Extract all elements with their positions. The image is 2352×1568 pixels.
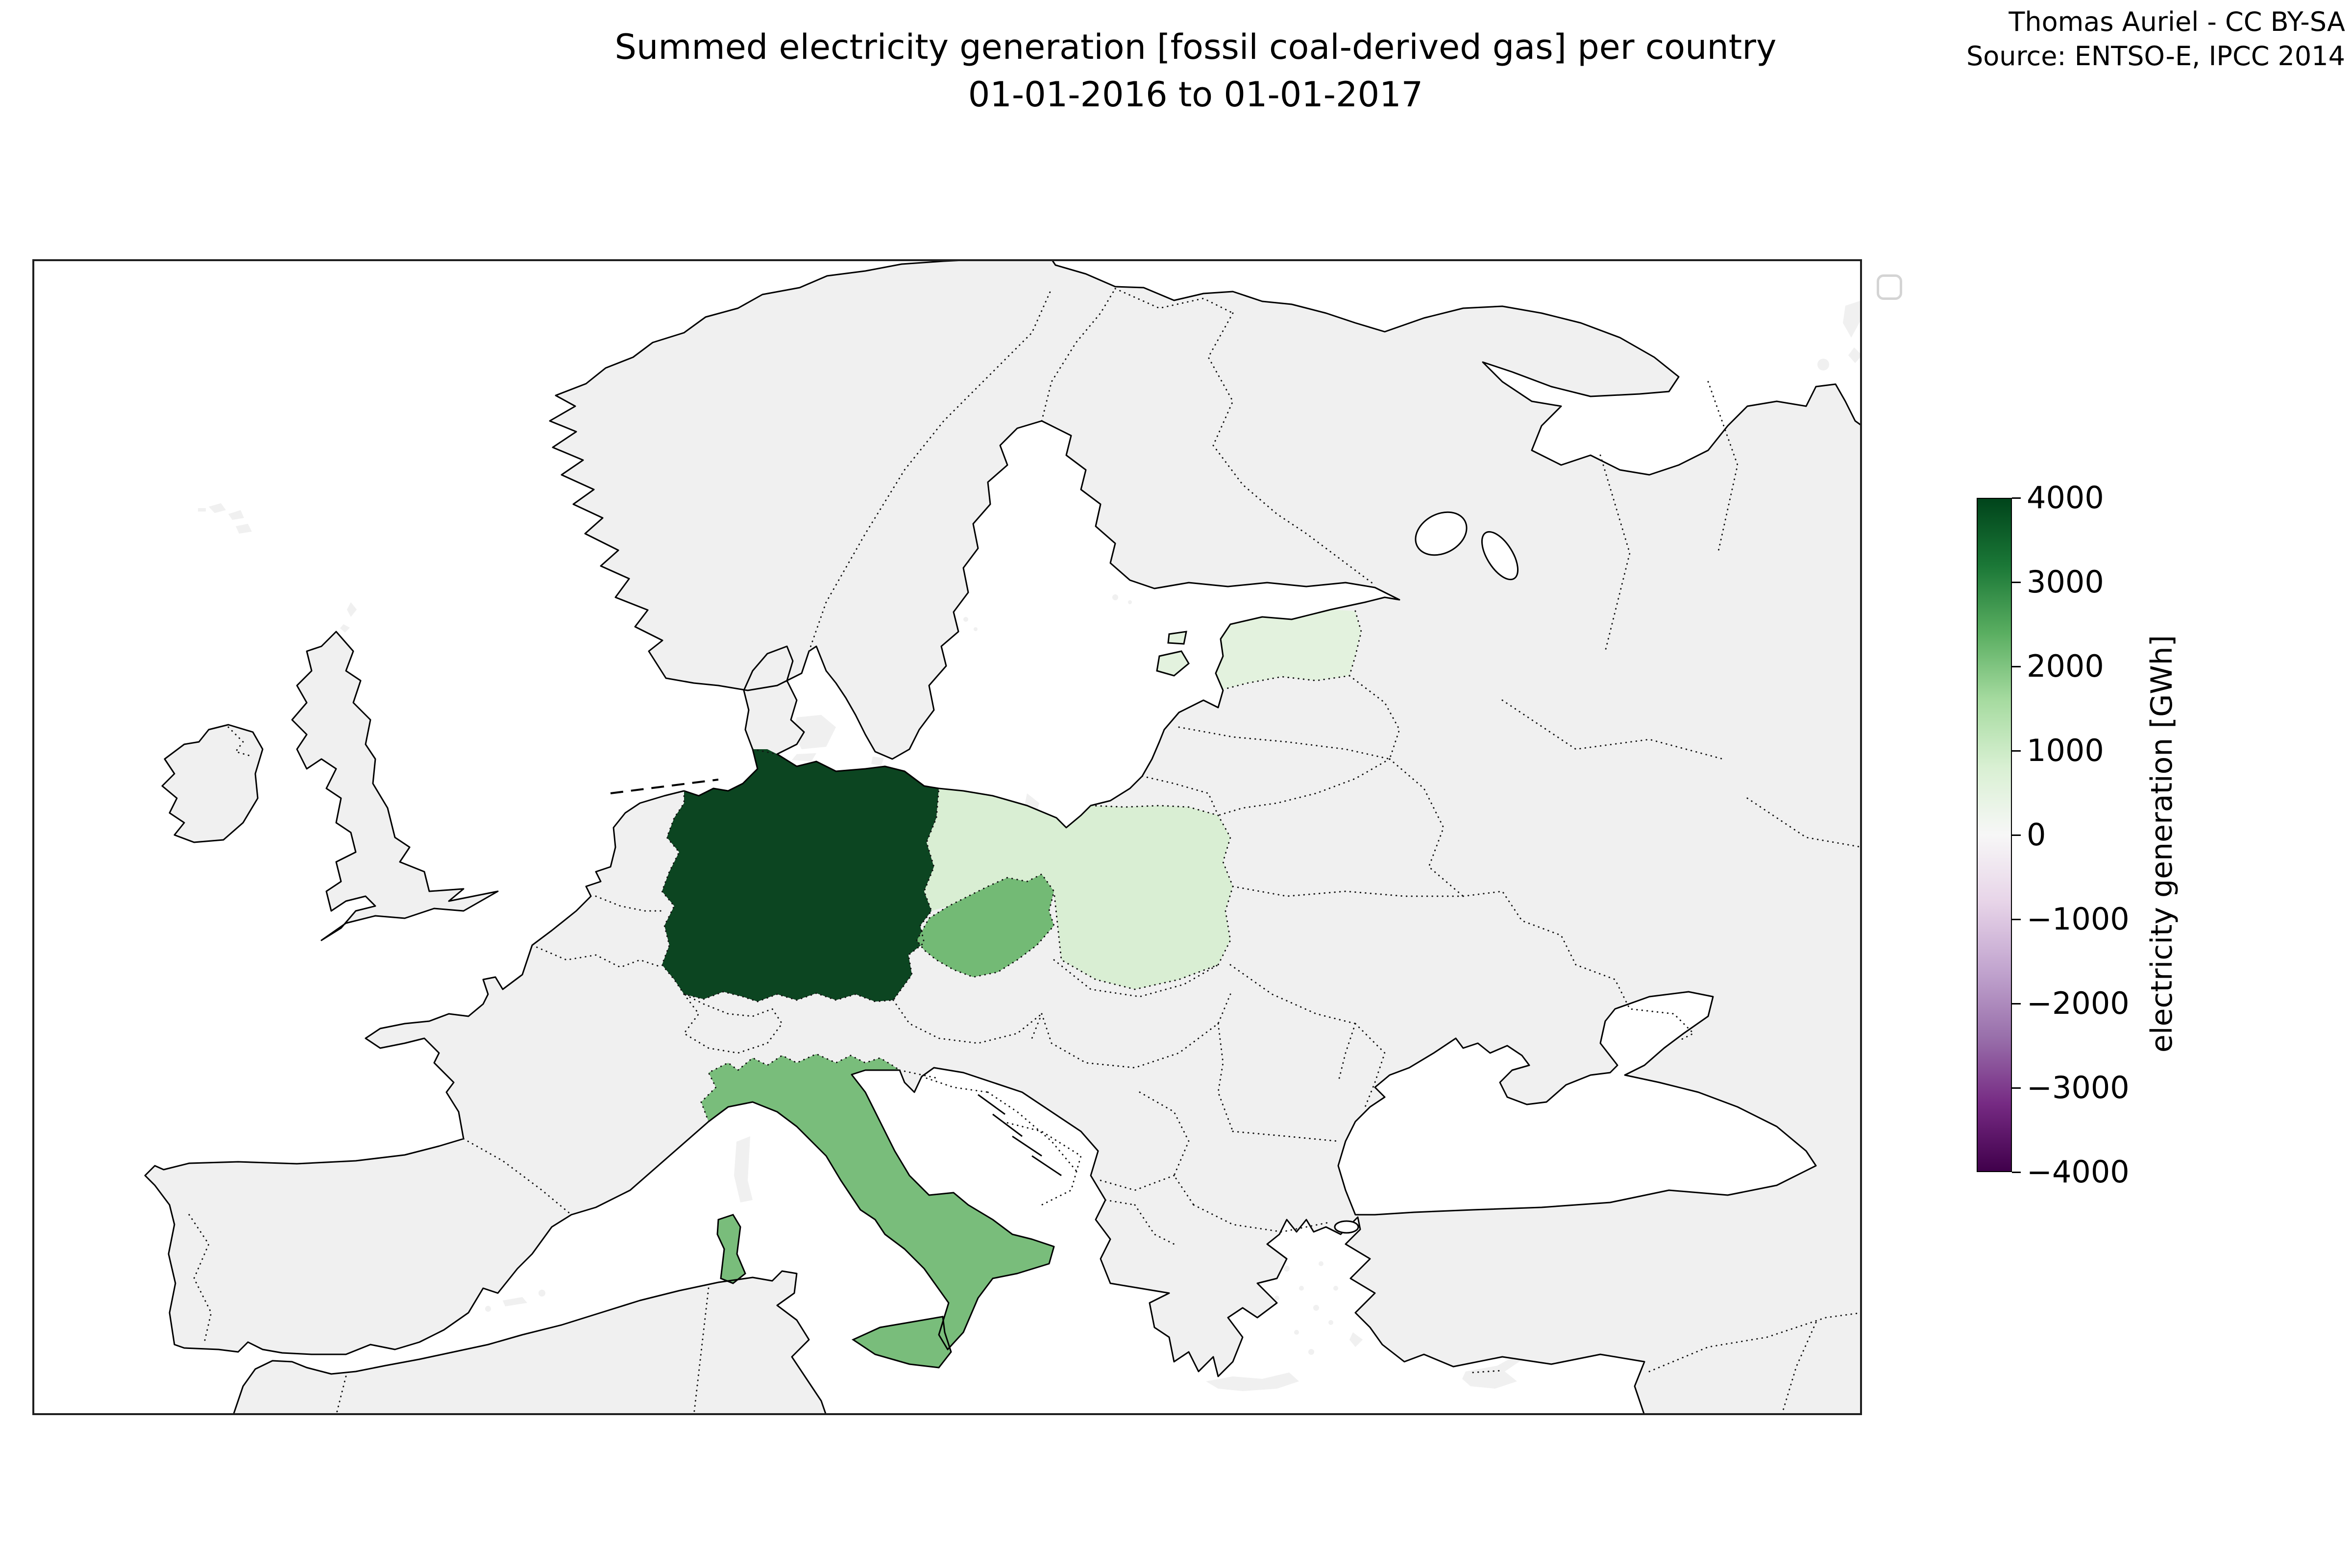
colorbar-tick-2000 xyxy=(2012,666,2021,667)
empty-legend-box xyxy=(1877,274,1902,300)
italy-island-sardinia xyxy=(716,1214,746,1284)
coastlines xyxy=(144,259,1862,1415)
colorbar-tick-0 xyxy=(2012,834,2021,836)
colorbar-tick-neg1000 xyxy=(2012,919,2021,920)
colorbar-label-1000: 1000 xyxy=(2027,733,2104,768)
sea-of-marmara xyxy=(1334,1220,1359,1234)
colorbar-tick-neg3000 xyxy=(2012,1087,2021,1089)
credit-text: Thomas Auriel - CC BY-SA Source: ENTSO-E… xyxy=(1966,5,2345,74)
chart-title-line2: 01-01-2016 to 01-01-2017 xyxy=(968,74,1423,115)
colorbar-gradient xyxy=(1977,498,2012,1172)
lake-onega xyxy=(1481,531,1519,581)
estonia-island-hiiumaa xyxy=(1167,631,1187,645)
colorbar-label-neg3000: −3000 xyxy=(2027,1070,2130,1105)
country-borders-dotted xyxy=(188,288,1862,1415)
colorbar-tick-4000 xyxy=(2012,497,2021,499)
black-sea xyxy=(1337,991,1817,1216)
colorbar-label-4000: 4000 xyxy=(2027,480,2104,515)
choropleth-countries xyxy=(662,610,1361,1369)
inland-seas xyxy=(1334,511,1817,1234)
italy-island-sicily xyxy=(851,1316,952,1369)
map-frame xyxy=(32,259,1862,1415)
north-africa-landmass xyxy=(233,1271,826,1415)
estonia-island-saaremaa xyxy=(1156,650,1190,677)
credit-author: Thomas Auriel - CC BY-SA xyxy=(2009,6,2345,37)
ireland-island xyxy=(162,725,263,842)
country-poland xyxy=(924,788,1233,989)
colorbar-tick-3000 xyxy=(2012,582,2021,583)
country-germany xyxy=(662,749,939,1002)
chart-title-line1: Summed electricity generation [fossil co… xyxy=(614,27,1777,67)
credit-source: Source: ENTSO-E, IPCC 2014 xyxy=(1966,41,2345,72)
europe-map xyxy=(32,259,1862,1415)
colorbar-label-neg2000: −2000 xyxy=(2027,985,2130,1021)
great-britain-island xyxy=(292,632,498,940)
country-czech-republic xyxy=(917,874,1054,977)
colorbar-tick-neg2000 xyxy=(2012,1003,2021,1004)
country-italy xyxy=(701,1054,1054,1349)
colorbar-tick-neg4000 xyxy=(2012,1172,2021,1173)
chart-title: Summed electricity generation [fossil co… xyxy=(578,24,1813,118)
colorbar-label-0: 0 xyxy=(2027,817,2046,853)
colorbar-label-3000: 3000 xyxy=(2027,564,2104,600)
lake-ladoga xyxy=(1415,511,1468,556)
colorbar-tick-1000 xyxy=(2012,750,2021,752)
country-estonia xyxy=(1216,610,1361,689)
colorbar-axis-label: electricity generation [GWh] xyxy=(2145,635,2179,1053)
colorbar-label-neg1000: −1000 xyxy=(2027,901,2130,937)
choropleth-map-svg xyxy=(32,259,1862,1415)
colorbar-label-2000: 2000 xyxy=(2027,648,2104,684)
colorbar-label-neg4000: −4000 xyxy=(2027,1154,2130,1190)
